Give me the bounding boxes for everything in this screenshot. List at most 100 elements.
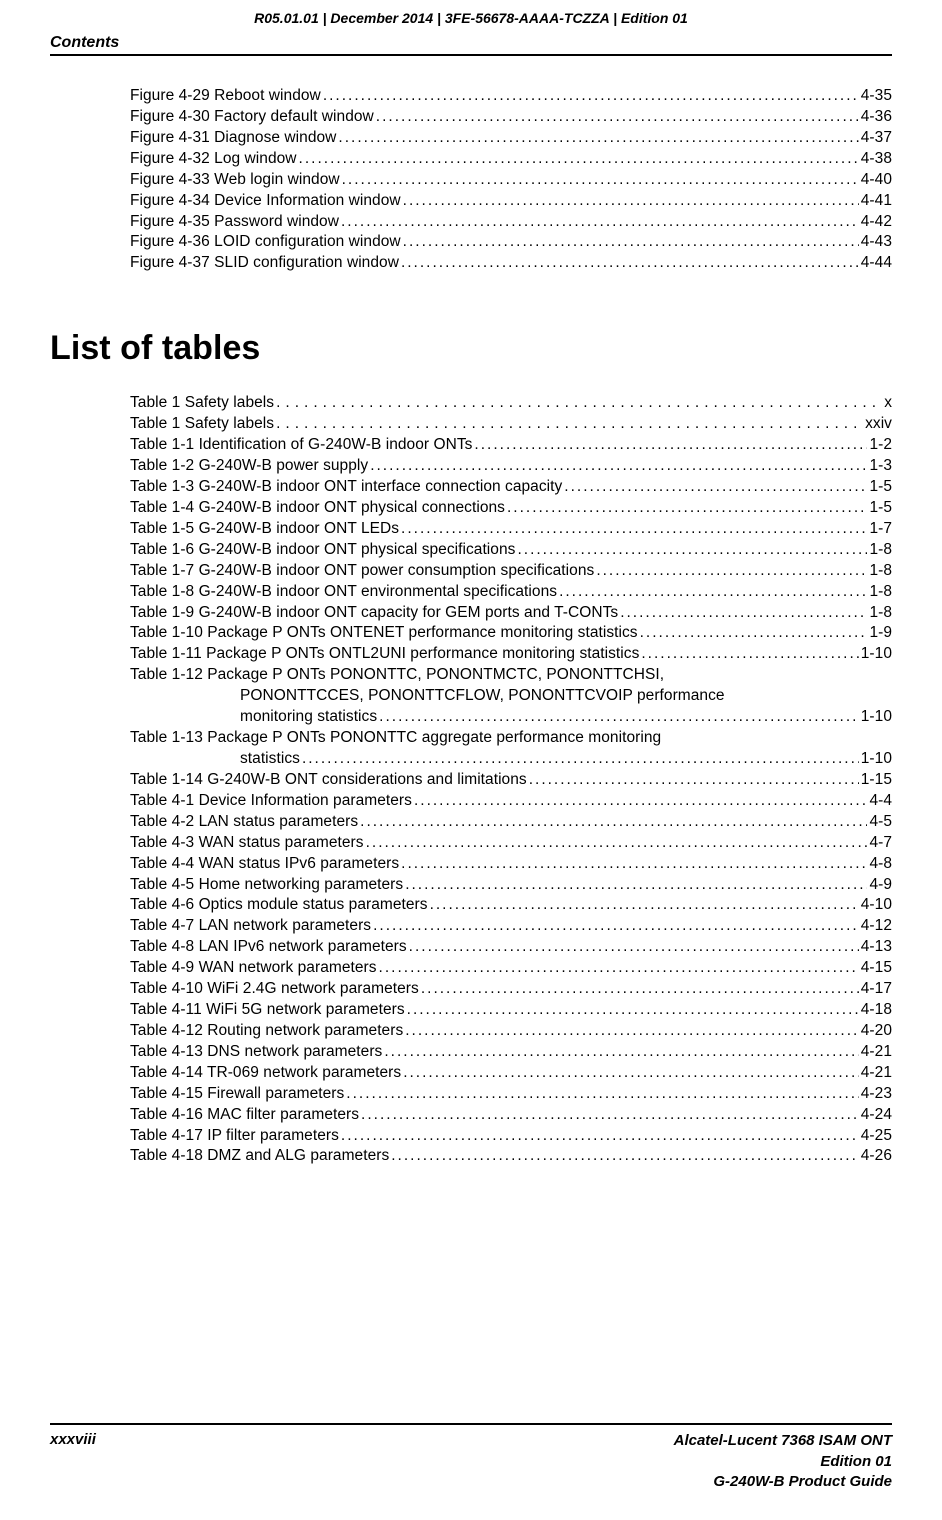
toc-row: Table 1-4 G-240W-B indoor ONT physical c… xyxy=(130,498,892,519)
toc-leader xyxy=(430,895,859,916)
toc-leader xyxy=(407,1000,859,1021)
toc-leader xyxy=(302,749,859,770)
toc-label: Table 4-11 WiFi 5G network parameters xyxy=(130,1000,405,1021)
toc-leader xyxy=(507,498,867,519)
toc-row: Table 1-9 G-240W-B indoor ONT capacity f… xyxy=(130,603,892,624)
toc-row: Table 1-5 G-240W-B indoor ONT LEDs 1-7 xyxy=(130,519,892,540)
toc-label: Table 1-3 G-240W-B indoor ONT interface … xyxy=(130,477,562,498)
toc-page: 4-38 xyxy=(861,149,892,170)
toc-page: 4-40 xyxy=(861,170,892,191)
toc-label: Figure 4-35 Password window xyxy=(130,212,339,233)
toc-page: 4-10 xyxy=(861,895,892,916)
toc-label: Table 1-8 G-240W-B indoor ONT environmen… xyxy=(130,582,557,603)
toc-label: Table 4-17 IP filter parameters xyxy=(130,1126,339,1147)
footer-rule xyxy=(50,1423,892,1425)
toc-page: 1-15 xyxy=(861,770,892,791)
toc-leader xyxy=(640,623,868,644)
toc-page: 4-23 xyxy=(861,1084,892,1105)
toc-row: Table 4-12 Routing network parameters4-2… xyxy=(130,1021,892,1042)
toc-row: Table 1-12 Package P ONTs PONONTTC, PONO… xyxy=(130,665,892,686)
toc-page: x xyxy=(884,393,892,414)
toc-row: Table 1-8 G-240W-B indoor ONT environmen… xyxy=(130,582,892,603)
toc-page: 1-7 xyxy=(869,519,892,540)
toc-leader xyxy=(403,232,859,253)
toc-page: 4-15 xyxy=(861,958,892,979)
toc-row: Table 4-15 Firewall parameters4-23 xyxy=(130,1084,892,1105)
toc-leader xyxy=(403,1063,859,1084)
toc-leader xyxy=(370,456,867,477)
toc-label: Table 4-14 TR-069 network parameters xyxy=(130,1063,401,1084)
toc-page: 4-37 xyxy=(861,128,892,149)
toc-row: Table 1-1 Identification of G-240W-B ind… xyxy=(130,435,892,456)
footer-guide: G-240W-B Product Guide xyxy=(674,1472,892,1492)
toc-row: PONONTTCCES, PONONTTCFLOW, PONONTTCVOIP … xyxy=(130,686,892,707)
toc-row: Table 4-10 WiFi 2.4G network parameters4… xyxy=(130,979,892,1000)
page: R05.01.01 | December 2014 | 3FE-56678-AA… xyxy=(0,0,942,1520)
toc-page: 4-18 xyxy=(861,1000,892,1021)
toc-row: Table 4-17 IP filter parameters 4-25 xyxy=(130,1126,892,1147)
toc-page: 1-3 xyxy=(869,456,892,477)
toc-leader xyxy=(391,1146,859,1167)
toc-leader xyxy=(401,253,859,274)
toc-page: 4-36 xyxy=(861,107,892,128)
toc-row: Figure 4-36 LOID configuration window4-4… xyxy=(130,232,892,253)
toc-leader xyxy=(276,393,882,414)
toc-page: 4-13 xyxy=(861,937,892,958)
toc-leader xyxy=(405,875,867,896)
toc-leader xyxy=(341,212,859,233)
toc-row: Table 1 Safety labelsxxiv xyxy=(130,414,892,435)
toc-page: 4-25 xyxy=(861,1126,892,1147)
footer-edition: Edition 01 xyxy=(674,1452,892,1472)
toc-row: Table 4-16 MAC filter parameters4-24 xyxy=(130,1105,892,1126)
toc-row: Figure 4-30 Factory default window 4-36 xyxy=(130,107,892,128)
toc-row: Table 4-9 WAN network parameters4-15 xyxy=(130,958,892,979)
toc-leader xyxy=(366,833,868,854)
toc-row: Table 1 Safety labelsx xyxy=(130,393,892,414)
toc-page: 1-8 xyxy=(869,561,892,582)
toc-page: 1-5 xyxy=(869,498,892,519)
toc-page: 4-20 xyxy=(861,1021,892,1042)
footer-page-number: xxxviii xyxy=(50,1431,96,1492)
toc-row: statistics1-10 xyxy=(130,749,892,770)
toc-label: Table 1-5 G-240W-B indoor ONT LEDs xyxy=(130,519,399,540)
toc-leader xyxy=(376,107,859,128)
toc-row: Figure 4-29 Reboot window4-35 xyxy=(130,86,892,107)
toc-row: Table 4-1 Device Information parameters4… xyxy=(130,791,892,812)
toc-leader xyxy=(299,149,859,170)
toc-leader xyxy=(360,812,867,833)
toc-row: Table 4-14 TR-069 network parameters4-21 xyxy=(130,1063,892,1084)
toc-label: Table 4-13 DNS network parameters xyxy=(130,1042,382,1063)
toc-label: Table 1-11 Package P ONTs ONTL2UNI perfo… xyxy=(130,644,639,665)
toc-leader xyxy=(342,170,859,191)
toc-leader xyxy=(620,603,867,624)
toc-page: 4-12 xyxy=(861,916,892,937)
toc-label: Figure 4-34 Device Information window xyxy=(130,191,401,212)
toc-leader xyxy=(373,916,859,937)
toc-label: Table 1-6 G-240W-B indoor ONT physical s… xyxy=(130,540,515,561)
toc-row: Table 1-2 G-240W-B power supply1-3 xyxy=(130,456,892,477)
toc-leader xyxy=(474,435,867,456)
toc-leader xyxy=(405,1021,859,1042)
footer-right: Alcatel-Lucent 7368 ISAM ONT Edition 01 … xyxy=(674,1431,892,1492)
header-section: Contents xyxy=(50,34,892,52)
body: Figure 4-29 Reboot window4-35Figure 4-30… xyxy=(130,86,892,1167)
toc-page: 4-26 xyxy=(861,1146,892,1167)
toc-label: Figure 4-30 Factory default window xyxy=(130,107,374,128)
toc-page: 1-8 xyxy=(869,603,892,624)
toc-row: Figure 4-33 Web login window4-40 xyxy=(130,170,892,191)
toc-page: 4-8 xyxy=(869,854,892,875)
toc-row: Figure 4-32 Log window 4-38 xyxy=(130,149,892,170)
toc-label: statistics xyxy=(130,749,300,770)
toc-label: Figure 4-32 Log window xyxy=(130,149,297,170)
toc-label: Figure 4-31 Diagnose window xyxy=(130,128,336,149)
toc-label: Table 1-7 G-240W-B indoor ONT power cons… xyxy=(130,561,594,582)
toc-page: 1-8 xyxy=(869,540,892,561)
toc-page: 4-43 xyxy=(861,232,892,253)
toc-leader xyxy=(529,770,859,791)
toc-leader xyxy=(338,128,858,149)
toc-page: 4-24 xyxy=(861,1105,892,1126)
toc-leader xyxy=(323,86,859,107)
toc-leader xyxy=(403,191,859,212)
toc-row: Table 4-6 Optics module status parameter… xyxy=(130,895,892,916)
toc-label: Table 1-13 Package P ONTs PONONTTC aggre… xyxy=(130,728,661,749)
